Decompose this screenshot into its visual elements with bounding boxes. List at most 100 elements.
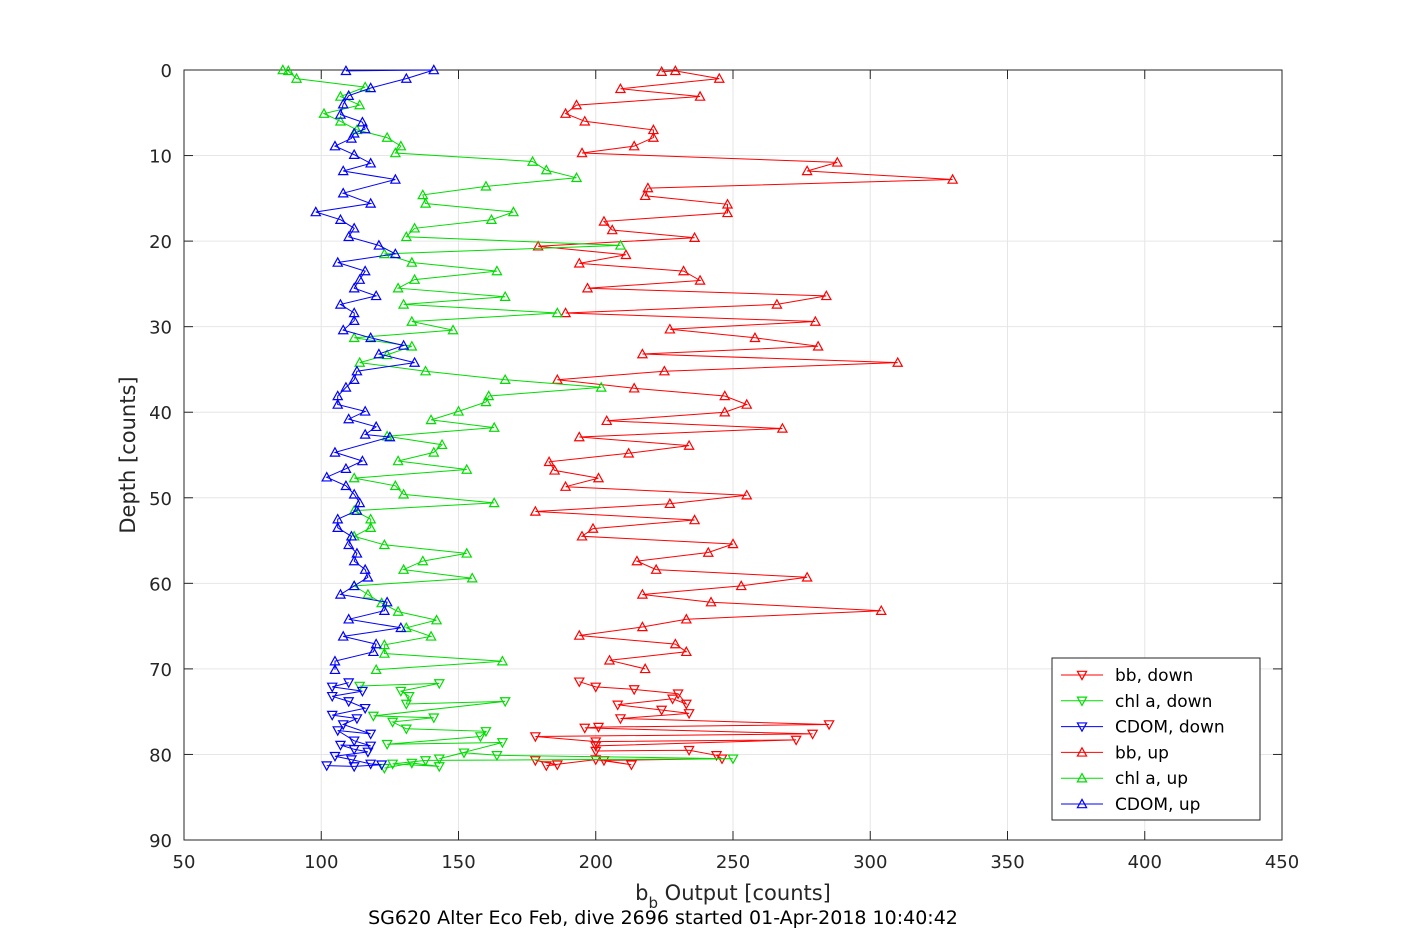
- data-point: [694, 90, 706, 101]
- data-point: [614, 239, 627, 250]
- data-point: [365, 82, 377, 93]
- data-point: [719, 390, 731, 401]
- data-point: [362, 747, 374, 758]
- data-point: [812, 340, 824, 351]
- data-point: [727, 538, 739, 549]
- data-point: [579, 115, 591, 126]
- data-point: [343, 538, 355, 550]
- data-point: [318, 107, 330, 118]
- legend-label: CDOM, down: [1115, 718, 1225, 738]
- data-point: [356, 686, 369, 697]
- data-point: [559, 480, 572, 491]
- data-point: [329, 140, 341, 151]
- data-point: [348, 222, 360, 233]
- data-point: [387, 717, 399, 728]
- data-point: [688, 514, 701, 525]
- legend-entry: chl a, up: [1061, 769, 1188, 789]
- data-point: [343, 697, 355, 708]
- data-point: [400, 621, 412, 633]
- series-line: [326, 682, 382, 767]
- data-point: [397, 488, 410, 499]
- data-point: [540, 164, 552, 175]
- data-point: [636, 621, 649, 632]
- data-point: [348, 148, 360, 159]
- data-point: [348, 373, 360, 384]
- data-point: [639, 189, 651, 201]
- data-point: [400, 230, 412, 242]
- data-point: [337, 630, 349, 641]
- data-point: [332, 256, 344, 267]
- data-point: [419, 756, 432, 767]
- data-point: [656, 65, 668, 76]
- data-point: [337, 165, 349, 176]
- data-point: [348, 127, 360, 138]
- data-series: [277, 64, 959, 774]
- data-point: [488, 421, 500, 432]
- data-point: [576, 147, 588, 158]
- data-point: [831, 156, 843, 167]
- data-point: [741, 489, 753, 500]
- x-tick-label: 350: [990, 852, 1024, 873]
- data-point: [348, 580, 360, 591]
- data-point: [400, 72, 412, 83]
- data-point: [631, 555, 643, 566]
- data-point: [417, 189, 429, 200]
- legend-marker: [1076, 746, 1088, 757]
- data-point: [628, 685, 640, 696]
- data-point: [365, 157, 377, 168]
- data-point: [614, 82, 627, 94]
- data-point: [395, 621, 407, 633]
- y-tick-label: 10: [149, 147, 172, 168]
- data-point: [378, 248, 391, 259]
- data-point: [559, 307, 572, 318]
- data-point: [359, 428, 371, 439]
- data-point: [801, 165, 813, 176]
- x-axis-label: bb Output [counts]: [635, 881, 831, 912]
- data-point: [403, 691, 415, 703]
- data-point: [329, 663, 341, 675]
- data-point: [485, 213, 498, 225]
- data-point: [806, 729, 819, 740]
- data-point: [277, 64, 289, 75]
- data-point: [334, 108, 347, 119]
- data-point: [526, 155, 539, 166]
- data-point: [664, 497, 676, 509]
- data-point: [491, 751, 503, 762]
- data-point: [367, 711, 380, 722]
- data-point: [340, 65, 352, 76]
- data-point: [727, 754, 739, 765]
- legend-entry: CDOM, down: [1061, 718, 1225, 738]
- data-point: [579, 723, 591, 734]
- data-point: [337, 98, 349, 109]
- data-point: [337, 187, 349, 198]
- data-point: [359, 265, 371, 276]
- data-point: [543, 456, 555, 467]
- data-point: [436, 438, 448, 450]
- data-point: [639, 663, 651, 674]
- data-point: [370, 638, 382, 649]
- data-point: [496, 655, 509, 666]
- data-point: [389, 479, 401, 491]
- data-point: [573, 677, 585, 688]
- data-point: [406, 256, 418, 267]
- data-point: [310, 206, 322, 217]
- data-point: [337, 720, 349, 731]
- data-point: [378, 604, 391, 615]
- data-point: [348, 314, 360, 325]
- data-point: [359, 563, 371, 574]
- data-point: [334, 90, 347, 101]
- data-point: [480, 727, 492, 738]
- data-point: [419, 365, 432, 376]
- data-point: [650, 563, 662, 574]
- data-point: [406, 758, 418, 769]
- data-point: [612, 700, 624, 711]
- data-point: [329, 751, 341, 762]
- data-point: [359, 703, 371, 715]
- data-point: [823, 720, 835, 731]
- data-point: [419, 197, 432, 208]
- data-point: [326, 682, 338, 693]
- data-point: [340, 381, 352, 392]
- x-tick-label: 50: [173, 852, 196, 873]
- data-point: [370, 420, 382, 432]
- data-point: [573, 629, 585, 640]
